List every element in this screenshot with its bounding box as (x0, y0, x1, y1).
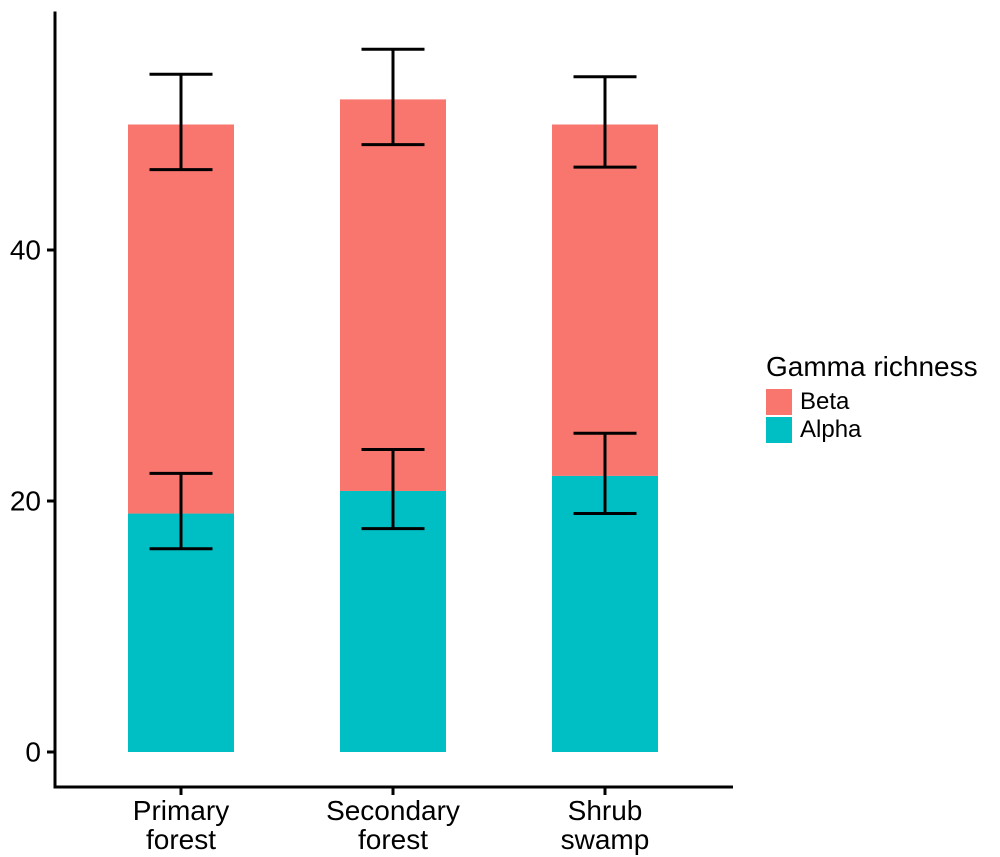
legend: Gamma richness Beta Alpha (766, 351, 978, 443)
legend-swatch-alpha (766, 416, 792, 443)
bar-segment-alpha (128, 513, 234, 752)
legend-item-beta: Beta (766, 388, 978, 415)
legend-item-alpha: Alpha (766, 416, 978, 443)
x-axis-tick-label-line1: Secondary (326, 795, 460, 826)
bar-segment-beta (552, 124, 658, 476)
legend-swatch-beta (766, 388, 792, 415)
x-axis-tick-label-line1: Shrub (568, 795, 643, 826)
legend-label-beta: Beta (800, 387, 850, 415)
x-axis-tick-label-line1: Primary (133, 795, 229, 826)
x-axis-tick-label-line2: swamp (561, 824, 650, 855)
legend-title: Gamma richness (766, 351, 978, 382)
y-axis-tick-label: 20 (10, 486, 41, 517)
bar-segment-alpha (552, 475, 658, 752)
bar-segment-beta (340, 99, 446, 491)
bar-segment-beta (128, 124, 234, 514)
x-axis-tick-label-line2: forest (358, 824, 428, 855)
bar-segment-alpha (340, 490, 446, 752)
legend-rows: Beta Alpha (766, 388, 978, 443)
y-axis-tick-label: 40 (10, 235, 41, 266)
x-axis-tick-label-line2: forest (146, 824, 216, 855)
legend-label-alpha: Alpha (800, 415, 862, 443)
y-axis-tick-label: 0 (25, 737, 41, 768)
